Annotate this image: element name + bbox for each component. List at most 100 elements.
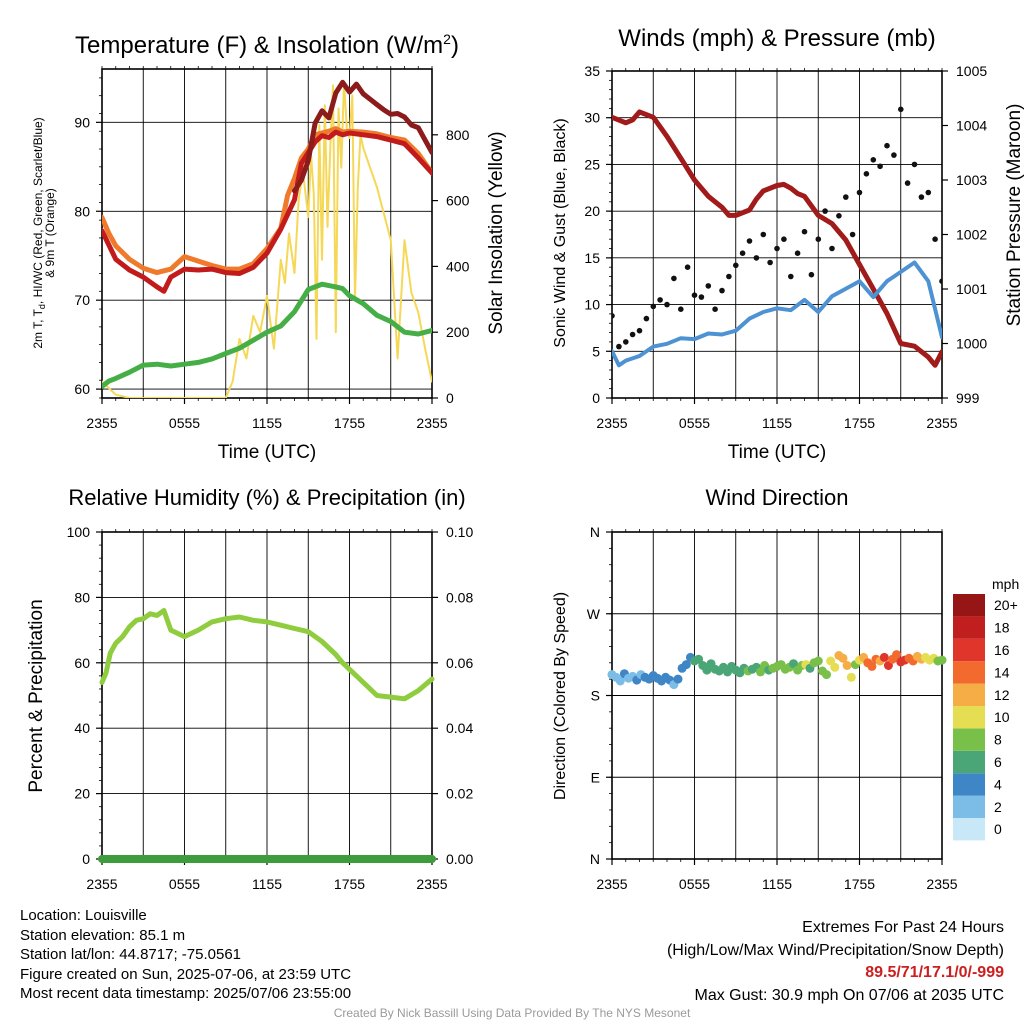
y-tick-label: S [591, 688, 600, 704]
temperature-series-1 [102, 129, 432, 294]
y-tick-label: 90 [74, 114, 90, 130]
gust-point [801, 228, 808, 235]
insolation-y-axis-label: Solar Insolation (Yellow) [486, 131, 507, 334]
x-tick-label: 2355 [926, 415, 957, 431]
y2-tick-label: 600 [446, 193, 470, 209]
gust-point [925, 189, 932, 196]
gust-point [616, 343, 622, 350]
gust-point [719, 287, 725, 294]
gust-point [636, 327, 643, 334]
gust-point [932, 236, 938, 242]
wind-direction-y-axis-label: Direction (Colored By Speed) [552, 592, 569, 800]
wind-direction-point [830, 662, 840, 672]
y-tick-label: 15 [584, 250, 600, 266]
colorbar-label: 8 [994, 732, 1002, 748]
wind-direction-chart: N E S W N 2355 0555 1155 1755 2355 Wind Direction D… [552, 485, 1019, 892]
wind-direction-point [937, 655, 947, 665]
y-tick-label: 10 [584, 297, 600, 313]
pressure-line [612, 109, 942, 368]
x-tick-label: 1755 [334, 876, 365, 892]
y2-tick-label: 1005 [956, 63, 987, 79]
colorbar-label: 14 [994, 664, 1010, 680]
y-tick-label: 70 [74, 292, 90, 308]
x-tick-label: 0555 [679, 415, 710, 431]
wind-direction-point [813, 656, 823, 666]
colorbar-swatch [953, 795, 985, 818]
y2-tick-label: 200 [446, 324, 470, 340]
colorbar-swatch [953, 750, 985, 774]
y-tick-label: 60 [74, 381, 90, 397]
colorbar-label: 10 [994, 709, 1010, 725]
wind-direction-chart-title: Wind Direction [705, 485, 848, 510]
y2-tick-label: 0.02 [446, 786, 473, 802]
y2-tick-label: 1001 [956, 281, 987, 297]
gust-point [815, 236, 822, 242]
colorbar-label: 4 [994, 776, 1002, 792]
y-tick-label: 20 [584, 203, 600, 219]
humidity-chart-title: Relative Humidity (%) & Precipitation (i… [68, 485, 465, 510]
gust-point [774, 245, 780, 252]
x-tick-label: 2355 [416, 876, 447, 892]
temperature-series-3 [102, 281, 432, 389]
gust-point [781, 236, 787, 242]
x-tick-label: 2355 [416, 415, 447, 431]
gust-point [691, 292, 698, 299]
wind-series-group [612, 106, 942, 368]
gust-point [733, 262, 739, 269]
y2-tick-label: 1000 [956, 336, 987, 352]
station-location: Location: Louisville [20, 907, 147, 924]
y-tick-label: 80 [74, 589, 90, 605]
colorbar-swatch [953, 594, 985, 617]
plot-frame [611, 70, 943, 399]
station-elevation: Station elevation: 85.1 m [20, 926, 186, 944]
station-info: Location: Louisville Station elevation: … [20, 906, 351, 1004]
relative-humidity-line [99, 608, 435, 702]
colorbar-swatch [953, 728, 985, 751]
gust-point [836, 213, 842, 219]
gust-point [712, 306, 718, 313]
gust-point [678, 306, 684, 313]
wind-direction-point [789, 659, 798, 669]
x-tick-label: 0555 [169, 415, 200, 431]
wind-direction-point [892, 650, 902, 660]
gust-point [939, 278, 942, 284]
gust-point [739, 250, 746, 256]
recent-data-timestamp: Most recent data timestamp: 2025/07/06 2… [20, 985, 352, 1002]
temperature-chart-title: Temperature (F) & Insolation (W/m2) [75, 31, 459, 59]
y2-tick-label: 0.00 [446, 851, 473, 867]
temperature-series-2 [292, 79, 432, 194]
gust-point [698, 294, 705, 300]
gust-point [671, 275, 677, 282]
gust-point [911, 161, 918, 168]
gust-point [904, 180, 911, 186]
colorbar-label: 2 [994, 799, 1002, 815]
x-tick-label: 1755 [844, 415, 875, 431]
y-tick-label: 30 [584, 110, 600, 126]
temperature-series-group [102, 79, 432, 398]
y2-tick-label: 0.08 [446, 589, 473, 605]
y-tick-label: 0 [82, 851, 90, 867]
wind-direction-point [822, 670, 831, 680]
x-tick-label: 2355 [86, 876, 117, 892]
gust-point [829, 245, 835, 252]
gust-point [664, 301, 670, 308]
x-tick-label: 1155 [762, 415, 792, 431]
extremes-title: Extremes For Past 24 Hours [802, 919, 1004, 936]
gust-point [788, 273, 794, 280]
wind-pressure-chart: 0 5 10 15 20 25 30 35 999 1000 1001 1002 1003 1004 100… [552, 25, 1024, 463]
credit-line: Created By Nick Bassill Using Data Provi… [333, 1006, 691, 1020]
colorbar-swatch [953, 683, 985, 706]
y-tick-label: W [587, 606, 601, 622]
colorbar-swatch [953, 638, 985, 662]
gust-point [863, 171, 870, 177]
pressure-y-axis-label: Station Pressure (Maroon) [1004, 104, 1024, 327]
gust-point [657, 297, 663, 303]
colorbar-label: 16 [994, 642, 1010, 658]
temperature-y-axis-label-line1: 2m T, Td, HI/WC (Red, Green, Scarlet/Blu… [31, 117, 47, 348]
plot-frame [611, 531, 943, 860]
wind-chart-title: Winds (mph) & Pressure (mb) [618, 25, 935, 52]
gust-point [884, 142, 890, 149]
wind-direction-point [702, 665, 712, 675]
y-tick-label: 25 [584, 156, 600, 172]
